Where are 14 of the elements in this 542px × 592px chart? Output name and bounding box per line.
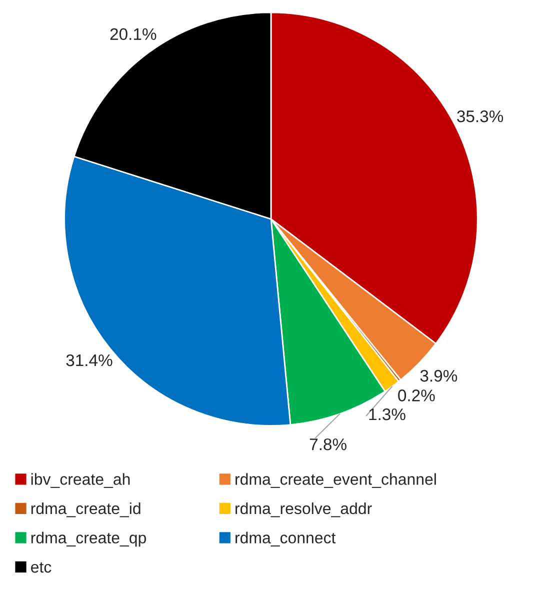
legend-label: rdma_create_event_channel: [236, 473, 436, 488]
legend-label: rdma_connect: [236, 532, 336, 546]
data-label: 7.8%: [310, 438, 346, 450]
legend-label: etc: [31, 562, 52, 573]
legend-label: rdma_create_id: [31, 502, 140, 518]
data-label: 0.2%: [398, 390, 435, 402]
data-label: 3.9%: [420, 370, 458, 382]
legend-label: rdma_create_qp: [31, 532, 146, 547]
data-label: 1.3%: [369, 408, 406, 420]
legend-label: rdma_resolve_addr: [236, 502, 372, 518]
data-label: 35.3%: [457, 110, 504, 122]
data-label: 20.1%: [110, 28, 156, 40]
legend-label: ibv_create_ah: [31, 473, 130, 488]
data-label: 31.4%: [66, 354, 112, 366]
